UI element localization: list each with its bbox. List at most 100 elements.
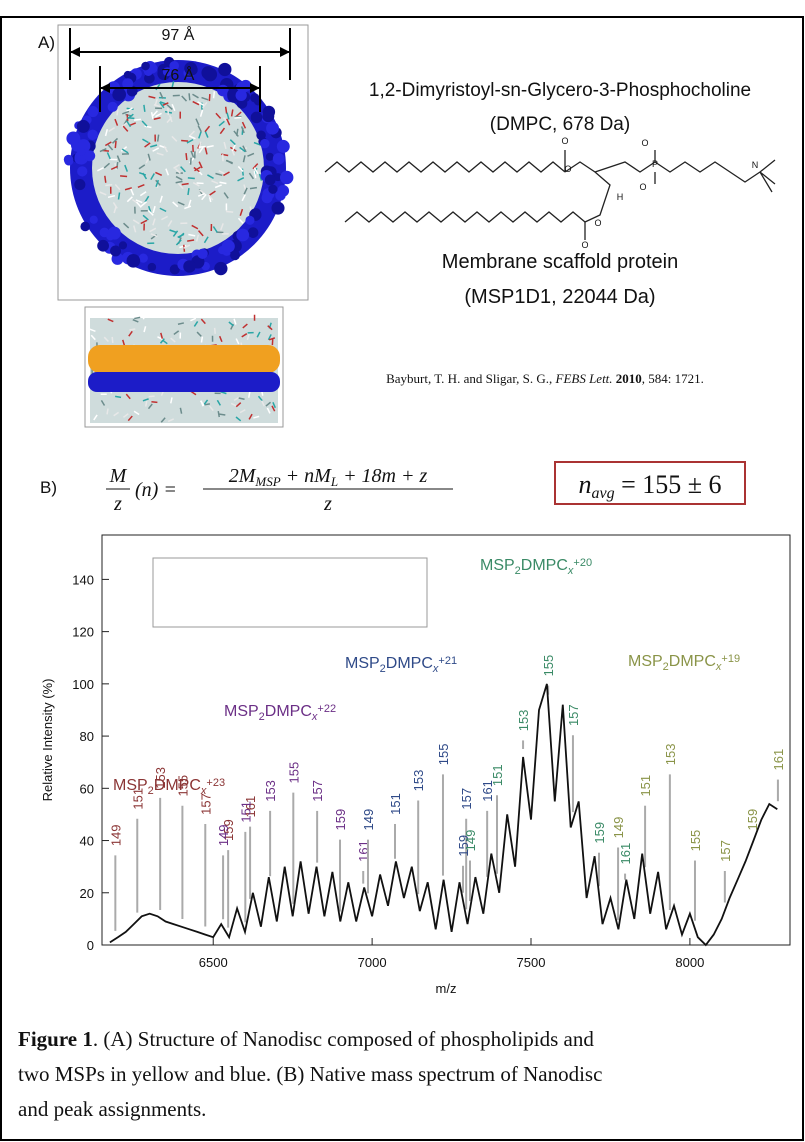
- x-tick-label: 8000: [675, 955, 704, 970]
- citation-part: Bayburt, T. H. and Sligar, S. G.,: [386, 371, 555, 386]
- msp-bead: [260, 139, 269, 148]
- eq-part: 2M: [229, 465, 257, 487]
- eq-lhs-numerator: M: [109, 465, 128, 487]
- msp-bead: [77, 147, 85, 155]
- msp-bead: [80, 222, 90, 232]
- peak-label: 157: [718, 840, 733, 862]
- msp-bead: [141, 62, 150, 71]
- atom-label: O: [641, 138, 648, 148]
- y-tick-label: 20: [80, 886, 94, 901]
- peak-label: 159: [592, 822, 607, 844]
- lipid-stick: [226, 211, 233, 212]
- charge-state-label: MSP2DMPCx+19: [628, 653, 740, 673]
- msp-bead: [77, 120, 90, 133]
- protein-name: Membrane scaffold protein: [442, 251, 678, 273]
- atom-label: O: [561, 136, 568, 146]
- msp-bead: [64, 155, 74, 165]
- peak-label: 159: [333, 809, 348, 831]
- lipid-stick: [219, 414, 225, 415]
- lipid-stick: [158, 135, 159, 142]
- species-part: DMPC: [669, 653, 716, 670]
- msp-bead: [148, 263, 156, 271]
- lipid-stick: [182, 184, 189, 185]
- peak-label: 157: [566, 704, 581, 726]
- lipid-stick: [115, 141, 116, 148]
- peak-label: 161: [771, 749, 786, 771]
- msp-bead: [236, 90, 247, 101]
- species-part: MSP: [224, 703, 259, 720]
- y-axis-label: Relative Intensity (%): [40, 679, 55, 802]
- citation-part: , 584: 1721.: [642, 371, 704, 386]
- lipid-info: (DMPC, 678 Da): [490, 114, 630, 135]
- msp-bead: [263, 106, 275, 118]
- peak-label: 151: [238, 801, 253, 823]
- dimension-label: 97 Å: [162, 25, 195, 44]
- peak-label: 161: [618, 843, 633, 865]
- msp-bead: [108, 102, 118, 112]
- msp-bead: [108, 227, 121, 240]
- lipid-stick: [215, 328, 216, 334]
- x-tick-label: 6500: [199, 955, 228, 970]
- msp-bead: [87, 130, 98, 141]
- msp-bead: [248, 227, 259, 238]
- msp-bead: [183, 260, 195, 272]
- y-tick-label: 120: [72, 625, 94, 640]
- msp-bead: [77, 166, 87, 176]
- n-avg-part: = 155 ± 6: [615, 470, 722, 499]
- charge-state-label: MSP2DMPCx+20: [480, 557, 592, 577]
- lipid-stick: [242, 169, 243, 176]
- atom-label: H: [617, 192, 624, 202]
- n-avg-part: avg: [591, 485, 614, 502]
- lipid-stick: [118, 193, 119, 200]
- peak-label: 157: [310, 780, 325, 802]
- acyl-chain: [345, 212, 585, 222]
- caption-line: two MSPs in yellow and blue. (B) Native …: [18, 1062, 602, 1086]
- atom-label: O: [564, 164, 571, 174]
- lipid-stick: [105, 176, 106, 183]
- eq-part: + nM: [281, 465, 332, 487]
- lipid-name: 1,2-Dimyristoyl-sn-Glycero-3-Phosphochol…: [369, 80, 751, 101]
- charge: +23: [206, 777, 225, 789]
- peak-label: 153: [516, 710, 531, 732]
- species-part: DMPC: [265, 703, 312, 720]
- msp-bead: [230, 250, 240, 260]
- lipid-stick: [226, 107, 227, 114]
- msp-bead: [97, 240, 109, 252]
- msp-bead: [265, 175, 276, 186]
- peak-label: 153: [663, 744, 678, 766]
- citation-part: 2010: [616, 371, 642, 386]
- peak-label: 153: [263, 780, 278, 802]
- atom-label: N: [752, 160, 759, 170]
- caption-line: Figure 1. (A) Structure of Nanodisc comp…: [18, 1027, 594, 1051]
- msp-bead: [119, 241, 127, 249]
- lipid-stick: [112, 337, 113, 343]
- lipid-stick: [249, 392, 250, 398]
- species-part: DMPC: [386, 655, 433, 672]
- species-part: DMPC: [521, 557, 568, 574]
- lipid-stick: [181, 141, 188, 142]
- lipid-stick: [107, 409, 108, 415]
- peak-label: 151: [638, 775, 653, 797]
- msp-bead: [214, 262, 227, 275]
- eq-part: + 18m + z: [338, 465, 427, 487]
- lipid-stick: [191, 158, 192, 165]
- atom-label: P: [652, 159, 658, 169]
- msp-bead: [201, 66, 214, 79]
- lipid-stick: [188, 178, 195, 179]
- peak-label: 149: [361, 809, 376, 831]
- eq-part: MSP: [254, 474, 280, 489]
- peak-label: 151: [490, 764, 505, 786]
- msp-bead: [218, 63, 231, 76]
- msp-bead: [66, 131, 80, 145]
- lipid-stick: [144, 105, 145, 112]
- msp-bead: [124, 71, 132, 79]
- lipid-stick: [127, 118, 134, 119]
- msp-bead: [197, 249, 207, 259]
- msp-bead: [236, 229, 249, 242]
- eq-part: L: [330, 474, 338, 489]
- n-avg-part: n: [578, 470, 591, 499]
- peak-label: 149: [108, 824, 123, 846]
- acyl-chain: [325, 162, 565, 172]
- msp-bead: [280, 171, 293, 184]
- caption-label: Figure 1: [18, 1027, 93, 1051]
